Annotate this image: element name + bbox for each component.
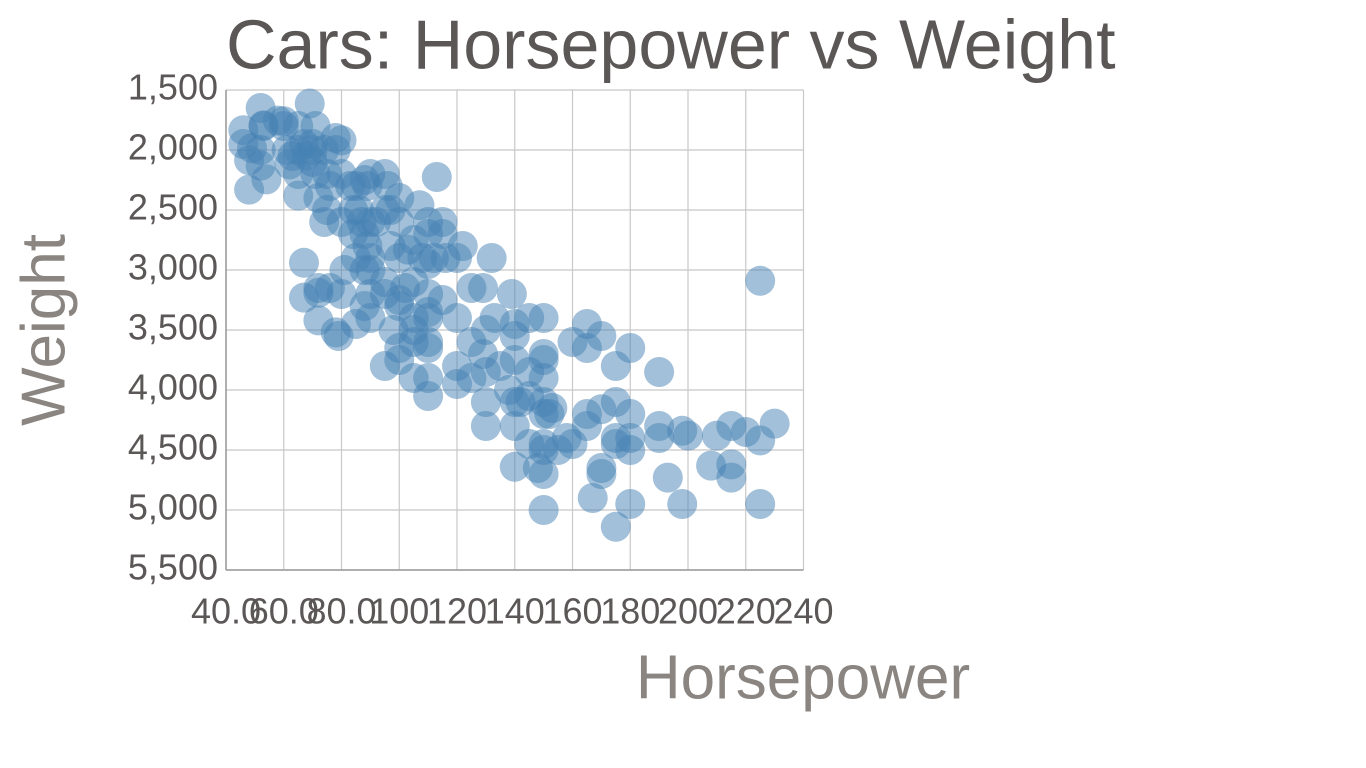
point <box>716 462 747 493</box>
point <box>586 459 617 489</box>
point <box>467 273 498 303</box>
point <box>528 303 559 333</box>
point <box>294 88 325 119</box>
point <box>652 462 683 493</box>
point <box>745 489 776 519</box>
point <box>413 381 444 411</box>
point <box>528 459 559 489</box>
x-tick-label: 40.0 <box>191 591 261 632</box>
point <box>644 357 675 387</box>
y-tick-label: 5,000 <box>128 487 218 528</box>
x-tick-label: 220 <box>716 591 776 632</box>
point <box>528 363 559 393</box>
point <box>421 162 452 192</box>
point <box>470 411 501 441</box>
y-tick-label: 5,500 <box>128 547 218 588</box>
point <box>245 135 276 165</box>
point <box>288 247 319 278</box>
x-tick-label: 240 <box>773 591 833 632</box>
point <box>251 164 282 195</box>
point <box>615 333 646 363</box>
y-tick-label: 4,500 <box>128 427 218 468</box>
y-tick-label: 2,500 <box>128 187 218 228</box>
point <box>413 333 444 363</box>
y-tick-label: 3,500 <box>128 307 218 348</box>
x-tick-label: 200 <box>658 591 718 632</box>
point <box>470 387 501 417</box>
x-tick-label: 160 <box>542 591 602 632</box>
y-tick-label: 4,000 <box>128 367 218 408</box>
point <box>615 435 646 465</box>
point <box>600 511 631 542</box>
y-tick-label: 3,000 <box>128 247 218 288</box>
chart-title: Cars: Horsepower vs Weight <box>226 5 1116 83</box>
x-tick-label: 120 <box>427 591 487 632</box>
point <box>326 279 357 309</box>
y-tick-label: 1,500 <box>128 67 218 108</box>
point <box>496 279 527 309</box>
point <box>577 483 608 513</box>
x-tick-label: 100 <box>369 591 429 632</box>
point <box>745 265 776 296</box>
point <box>499 451 530 482</box>
x-tick-label: 140 <box>485 591 545 632</box>
point <box>442 303 472 333</box>
point <box>586 321 617 351</box>
point <box>528 495 559 525</box>
x-axis-label: Horsepower <box>636 643 970 712</box>
point <box>667 489 698 519</box>
x-tick-label: 60.0 <box>249 591 319 632</box>
y-tick-label: 2,000 <box>128 127 218 168</box>
point <box>759 408 790 439</box>
point <box>447 231 478 261</box>
point <box>673 420 703 451</box>
point <box>355 303 386 333</box>
point <box>326 125 357 156</box>
x-tick-label: 180 <box>600 591 660 632</box>
point <box>476 243 507 273</box>
y-axis-label: Weight <box>9 234 78 426</box>
point <box>644 423 675 453</box>
point <box>615 489 646 519</box>
point <box>537 393 568 423</box>
x-tick-label: 80.0 <box>306 591 376 632</box>
point <box>615 399 646 429</box>
